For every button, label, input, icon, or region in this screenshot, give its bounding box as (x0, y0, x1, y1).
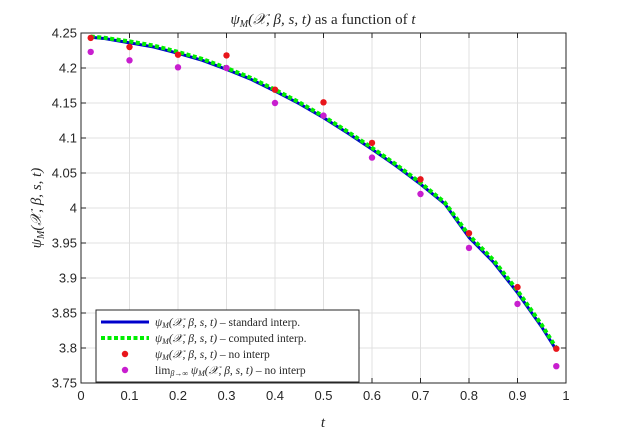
x-tick-label: 0 (77, 388, 84, 403)
point-limit (271, 99, 279, 107)
y-tick-label: 4.25 (52, 26, 77, 41)
series-layer (87, 34, 560, 370)
legend-item-no-interp: ψM(𝒳, β, s, t) – no interp (121, 349, 270, 362)
y-tick-label: 3.9 (59, 271, 77, 286)
x-tick-label: 0.9 (508, 388, 526, 403)
point-limit (514, 300, 521, 308)
legend-2-args: (𝒳, β, s, t) (169, 349, 217, 361)
legend-3-suffix: – no interp (253, 365, 306, 377)
legend-0-suffix: – standard interp. (217, 317, 300, 329)
point-no-interp (320, 99, 327, 106)
legend-2-sub: M (161, 353, 170, 362)
point-no-interp (417, 176, 424, 183)
legend-label-no-interp: ψM(𝒳, β, s, t) – no interp (155, 349, 270, 362)
y-tick-label: 4.2 (59, 61, 77, 76)
point-no-interp (223, 52, 230, 59)
legend-3-prefix-sub: β→∞ (169, 369, 188, 378)
legend-label-computed: ψM(𝒳, β, s, t) – computed interp. (155, 333, 307, 346)
legend-2-suffix: – no interp (217, 349, 270, 361)
legend: ψM(𝒳, β, s, t) – standard interp. ψM(𝒳, … (95, 309, 360, 383)
y-tick-label: 4 (70, 201, 77, 216)
y-axis-label: ψM(𝒳, β, s, t) (29, 168, 47, 249)
point-limit (553, 363, 560, 370)
point-limit (126, 57, 133, 64)
chart-title: ψM(𝒳, β, s, t) as a function of t (230, 12, 416, 30)
x-tick-label: 0.7 (411, 388, 429, 403)
legend-swatch-limit (121, 366, 129, 374)
point-limit (465, 244, 473, 252)
legend-3-sub: M (197, 369, 206, 378)
legend-label-limit: limβ→∞ ψM(𝒳, β, s, t) – no interp (155, 365, 306, 378)
y-label-symbol: ψ (29, 238, 45, 248)
y-axis: 3.75 3.8 3.85 3.9 3.95 4 4.05 4.1 4.15 4.2 4.25 (52, 26, 566, 391)
point-no-interp (514, 283, 521, 291)
legend-1-main: ψ (155, 333, 163, 345)
y-tick-label: 3.95 (52, 236, 77, 251)
point-limit (417, 190, 424, 198)
x-tick-label: 0.1 (120, 388, 138, 403)
point-no-interp (87, 34, 94, 42)
x-tick-label: 0.4 (266, 388, 284, 403)
x-tick-label: 0.5 (314, 388, 332, 403)
x-tick-label: 0.2 (169, 388, 187, 403)
legend-3-main: ψ (188, 365, 199, 377)
y-label-args: (𝒳, β, s, t) (29, 168, 45, 231)
legend-3-prefix: lim (155, 365, 170, 377)
y-tick-label: 3.8 (59, 341, 77, 356)
x-tick-label: 0.8 (460, 388, 478, 403)
legend-item-computed: ψM(𝒳, β, s, t) – computed interp. (101, 333, 307, 346)
point-limit (223, 64, 230, 72)
y-label-subscript: M (36, 230, 47, 240)
legend-label-standard: ψM(𝒳, β, s, t) – standard interp. (155, 317, 300, 330)
legend-item-standard: ψM(𝒳, β, s, t) – standard interp. (101, 317, 300, 330)
y-tick-label: 3.85 (52, 306, 77, 321)
point-limit (368, 154, 376, 161)
x-tick-label: 0.6 (363, 388, 381, 403)
legend-1-sub: M (161, 337, 170, 346)
title-symbol: ψ (230, 12, 240, 28)
legend-1-suffix: – computed interp. (217, 333, 307, 345)
legend-0-sub: M (161, 321, 170, 330)
point-no-interp (271, 86, 279, 93)
title-args: (𝒳, β, s, t) (248, 12, 311, 28)
point-no-interp (553, 345, 560, 352)
legend-3-args: (𝒳, β, s, t) (205, 365, 253, 377)
point-no-interp (465, 230, 473, 237)
legend-item-limit: limβ→∞ ψM(𝒳, β, s, t) – no interp (121, 365, 306, 378)
y-tick-label: 4.1 (59, 131, 77, 146)
x-tick-label: 0.3 (217, 388, 235, 403)
legend-swatch-no-interp (121, 350, 129, 358)
legend-0-args: (𝒳, β, s, t) (169, 317, 217, 329)
y-tick-label: 3.75 (52, 376, 77, 391)
point-limit (87, 48, 94, 56)
point-limit (320, 112, 327, 119)
point-no-interp (126, 43, 133, 51)
y-tick-label: 4.15 (52, 96, 77, 111)
point-no-interp (368, 139, 376, 147)
x-tick-label: 1 (562, 388, 569, 403)
legend-0-main: ψ (155, 317, 163, 329)
title-text: as a function of (311, 12, 411, 28)
x-axis-label: t (321, 415, 326, 431)
title-subscript: M (239, 19, 249, 30)
legend-1-args: (𝒳, β, s, t) (169, 333, 217, 345)
point-limit (174, 64, 182, 71)
x-axis: 0 0.1 0.2 0.3 0.4 0.5 0.6 0.7 0.8 0.9 1 (77, 33, 570, 403)
legend-2-main: ψ (155, 349, 163, 361)
title-variable: t (411, 12, 416, 28)
point-no-interp (174, 51, 182, 58)
y-tick-label: 4.05 (52, 166, 77, 181)
